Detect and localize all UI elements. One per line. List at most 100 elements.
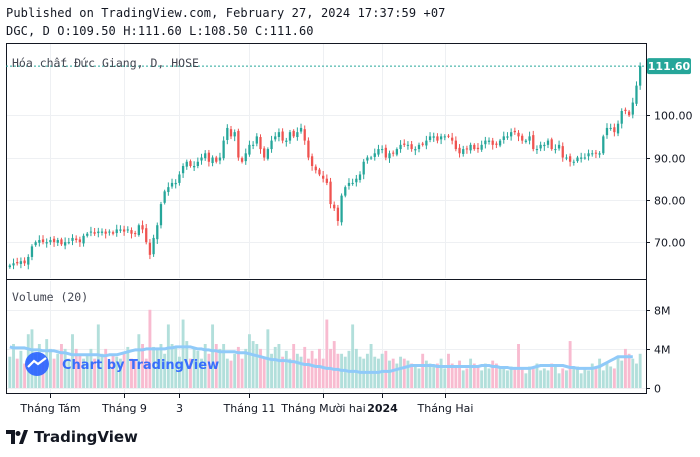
candle-body	[75, 238, 78, 241]
candle-body	[602, 136, 605, 154]
candle-body	[204, 153, 207, 159]
volume-bar	[15, 358, 19, 388]
candle-body	[314, 166, 317, 171]
volume-bar	[432, 366, 436, 388]
candle-body	[240, 158, 244, 162]
volume-bar	[174, 346, 178, 388]
candle-body	[218, 157, 222, 161]
volume-bar	[122, 353, 126, 388]
candle-body	[167, 187, 170, 193]
volume-bar	[579, 373, 583, 388]
volume-bar	[494, 363, 498, 388]
symbol-title: Hóa chất Đức Giang, D, HOSE	[12, 56, 199, 70]
candle-body	[148, 242, 152, 255]
volume-bar	[299, 356, 303, 388]
candle-body	[67, 242, 70, 244]
volume-bar	[553, 366, 557, 388]
candle-body	[270, 140, 273, 150]
candle-body	[513, 130, 516, 133]
volume-bar	[572, 368, 576, 388]
candle-body	[627, 111, 631, 116]
volume-bar	[513, 368, 517, 388]
volume-bar	[491, 360, 495, 388]
volume-bar	[627, 353, 631, 388]
candle-body	[27, 256, 30, 265]
footer-brand[interactable]: TradingView	[6, 428, 138, 446]
volume-tick-label: 0	[654, 383, 661, 396]
candle-body	[454, 140, 457, 150]
volume-bar	[48, 348, 52, 388]
candle-body	[465, 148, 469, 150]
volume-bar	[218, 348, 222, 388]
price-tick-label: 80.00	[654, 195, 686, 208]
volume-bar	[310, 350, 314, 388]
candle-body	[200, 157, 203, 161]
volume-bar	[159, 344, 163, 388]
volume-bar	[351, 324, 355, 388]
candle-body	[263, 148, 266, 158]
volume-bar	[8, 356, 12, 388]
candle-body	[366, 157, 369, 161]
candle-body	[347, 182, 351, 186]
candle-body	[248, 144, 251, 155]
candle-body	[89, 231, 93, 233]
volume-bar	[598, 358, 602, 388]
volume-bar	[181, 319, 185, 388]
volume-bar	[447, 353, 450, 388]
candle-body	[277, 132, 281, 138]
candle-body	[572, 161, 575, 163]
candle-body	[417, 144, 421, 150]
ohlc-line: DGC, D O:109.50 H:111.60 L:108.50 C:111.…	[6, 24, 314, 38]
candle-body	[115, 229, 118, 234]
candle-body	[635, 85, 638, 104]
price-tick-label: 100.00	[654, 110, 693, 123]
time-tick-label: Tháng Tám	[19, 402, 80, 415]
candle-body	[639, 66, 642, 86]
candle-body	[344, 187, 347, 196]
candle-body	[285, 140, 288, 142]
candle-body	[358, 174, 362, 180]
candle-body	[355, 178, 358, 183]
candle-body	[399, 144, 402, 150]
candle-body	[274, 136, 277, 140]
time-tick-label: 3	[176, 402, 183, 415]
candle-body	[310, 156, 314, 166]
volume-bar	[410, 363, 414, 388]
volume-bar	[332, 341, 336, 388]
volume-bar	[203, 344, 207, 388]
candle-body	[476, 147, 480, 150]
volume-bar	[347, 350, 351, 388]
volume-bar	[631, 358, 635, 388]
candle-body	[510, 132, 513, 137]
candle-body	[251, 144, 255, 146]
volume-bar	[609, 366, 613, 388]
candle-body	[410, 144, 413, 150]
volume-bar	[601, 370, 605, 388]
volume-bar	[284, 350, 288, 388]
volume-bar	[413, 366, 417, 388]
volume-ma-line	[9, 345, 633, 374]
candle-body	[322, 175, 325, 179]
volume-bar	[354, 348, 358, 388]
time-tick-label: 2024	[367, 402, 398, 415]
volume-bar	[118, 358, 122, 388]
candle-body	[392, 152, 395, 154]
candle-body	[93, 232, 96, 234]
volume-bar	[480, 370, 484, 388]
candle-body	[229, 129, 233, 137]
candle-body	[207, 152, 211, 162]
candle-body	[351, 182, 354, 184]
candle-body	[414, 149, 417, 151]
volume-bar	[130, 358, 133, 388]
volume-bar	[528, 366, 532, 388]
candle-body	[19, 261, 23, 264]
volume-bar	[152, 346, 156, 388]
candle-body	[484, 140, 487, 145]
volume-bar	[137, 334, 141, 388]
volume-bar	[546, 370, 550, 388]
volume-bar	[568, 341, 572, 388]
last-price-label: 111.60	[648, 60, 691, 73]
last-price-badge: 111.60	[647, 58, 691, 75]
price-tick-label: 90.00	[654, 153, 686, 166]
candle-body	[318, 169, 321, 175]
